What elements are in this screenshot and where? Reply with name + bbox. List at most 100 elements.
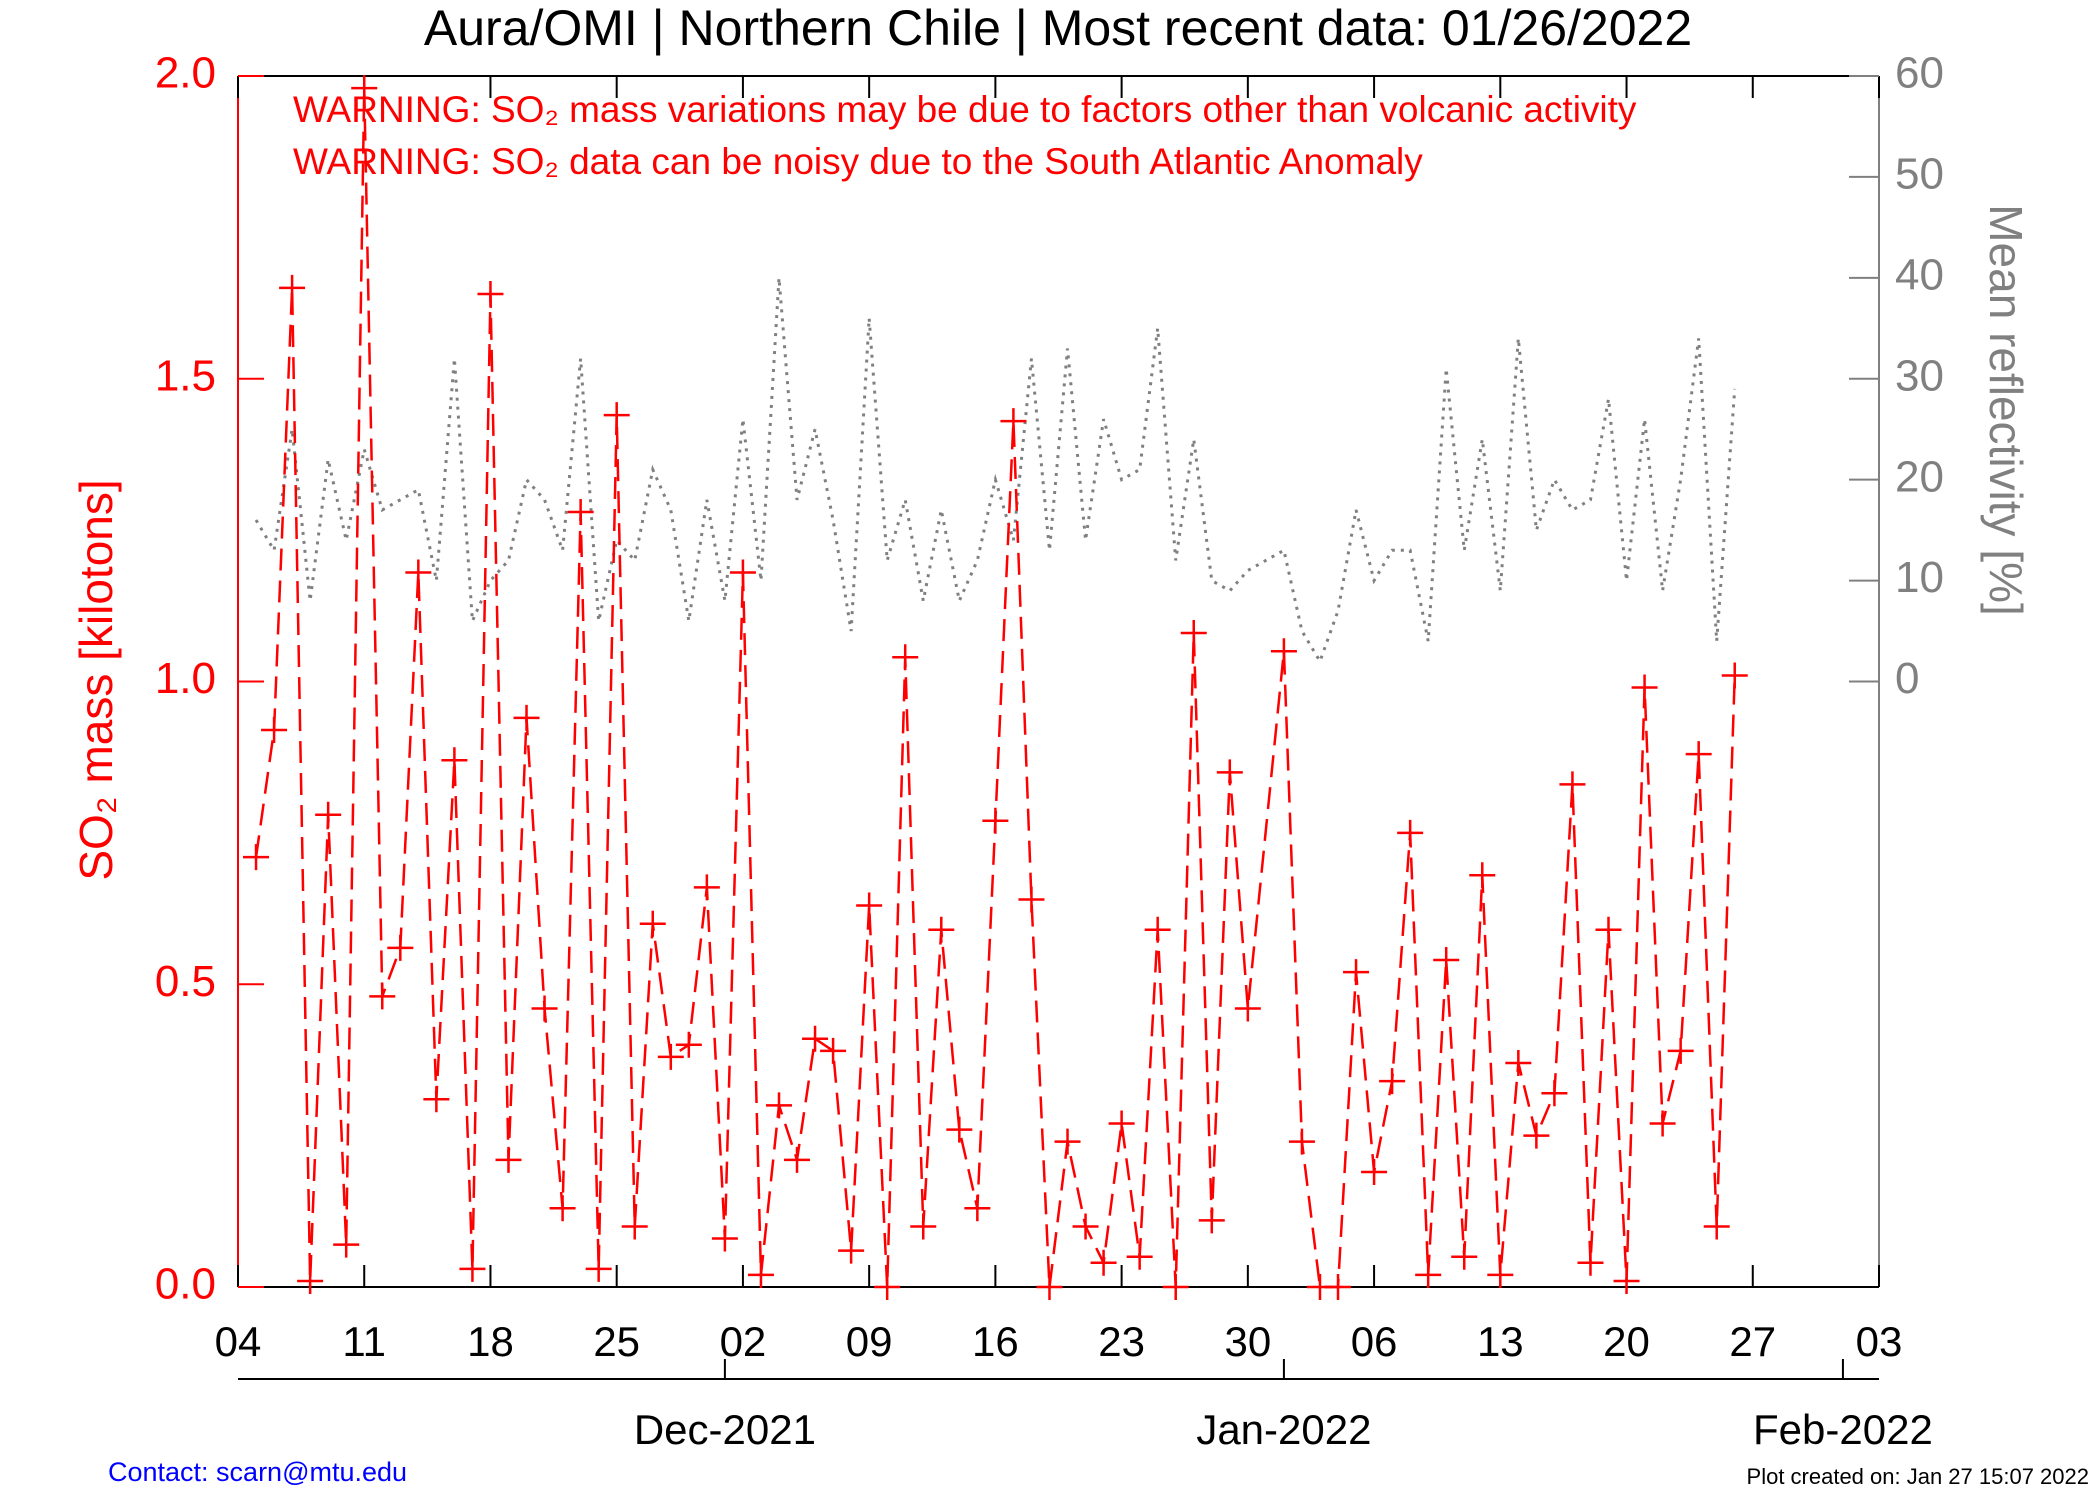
y-axis-label: SO₂ mass [kilotons] [70, 479, 122, 880]
so2-marker [1162, 1274, 1189, 1300]
x-tick-label: 13 [1477, 1318, 1524, 1365]
so2-marker [1433, 947, 1460, 974]
month-label: Jan-2022 [1196, 1406, 1371, 1453]
so2-marker [1505, 1049, 1532, 1076]
so2-marker [856, 892, 883, 919]
x-tick-label: 16 [972, 1318, 1019, 1365]
x-tick-label: 11 [342, 1318, 386, 1365]
so2-marker [1451, 1243, 1478, 1270]
so2-marker [1613, 1267, 1640, 1294]
so2-marker [693, 874, 720, 901]
so2-marker [747, 1261, 774, 1288]
y2-tick-label: 50 [1895, 150, 1944, 199]
so2-marker [1126, 1243, 1153, 1270]
y2-tick-label: 20 [1895, 452, 1944, 501]
so2-marker [387, 934, 414, 961]
x-tick-label: 02 [720, 1318, 767, 1365]
so2-marker [946, 1116, 973, 1143]
so2-marker [982, 807, 1009, 834]
so2-marker [1090, 1249, 1117, 1276]
so2-marker [621, 1213, 648, 1240]
so2-marker [585, 1255, 612, 1282]
x-tick-label: 23 [1098, 1318, 1145, 1365]
so2-marker [351, 75, 378, 102]
so2-marker [279, 274, 306, 301]
so2-marker [459, 1255, 486, 1282]
plot-created: Plot created on: Jan 27 15:07 2022 [1747, 1464, 2089, 1489]
so2-marker [477, 280, 504, 307]
so2-marker [1721, 662, 1748, 689]
so2-marker [784, 1146, 811, 1173]
x-tick-label: 06 [1351, 1318, 1398, 1365]
so2-marker [1649, 1110, 1676, 1137]
so2-marker [910, 1213, 937, 1240]
so2-marker [1685, 741, 1712, 768]
x-tick-label: 30 [1224, 1318, 1271, 1365]
month-label: Feb-2022 [1753, 1406, 1933, 1453]
warning: WARNING: SO₂ data can be noisy due to th… [293, 141, 1423, 182]
so2-marker [549, 1195, 576, 1222]
so2-marker [1198, 1207, 1225, 1234]
so2-marker [1559, 771, 1586, 798]
so2-marker [1595, 916, 1622, 943]
so2-marker [820, 1037, 847, 1064]
so2-marker [1325, 1274, 1352, 1300]
warning: WARNING: SO₂ mass variations may be due … [293, 89, 1637, 130]
so2-marker [1523, 1122, 1550, 1149]
so2-marker [838, 1237, 865, 1264]
y-tick-label: 1.0 [155, 654, 216, 703]
so2-marker [603, 402, 630, 429]
so2-marker [1379, 1068, 1406, 1095]
x-tick-label: 25 [593, 1318, 640, 1365]
y2-tick-label: 0 [1895, 654, 1919, 703]
so2-marker [1415, 1261, 1442, 1288]
reflectivity-line [254, 277, 1737, 665]
x-tick-label: 20 [1603, 1318, 1650, 1365]
so2-marker [1144, 916, 1171, 943]
so2-marker [1487, 1261, 1514, 1288]
so2-marker [567, 498, 594, 525]
so2-marker [1270, 638, 1297, 665]
so2-marker [315, 801, 342, 828]
so2-marker [1180, 620, 1207, 647]
x-tick-label: 04 [215, 1318, 262, 1365]
so2-marker [495, 1146, 522, 1173]
so2-marker [1072, 1213, 1099, 1240]
so2-marker [928, 916, 955, 943]
so2-marker [874, 1274, 901, 1300]
so2-marker [405, 559, 432, 586]
so2-marker [765, 1092, 792, 1119]
so2-marker [1018, 886, 1045, 913]
contact: Contact: scarn@mtu.edu [108, 1457, 407, 1487]
y2-axis-label: Mean reflectivity [%] [1980, 204, 2032, 616]
so2-marker [423, 1086, 450, 1113]
so2-marker [243, 844, 270, 871]
so2-marker [261, 716, 288, 743]
so2-marker [1577, 1249, 1604, 1276]
so2-marker [1703, 1213, 1730, 1240]
so2-marker [531, 995, 558, 1022]
month-label: Dec-2021 [634, 1406, 816, 1453]
x-tick-label: 27 [1729, 1318, 1776, 1365]
so2-marker [1667, 1037, 1694, 1064]
chart-title: Aura/OMI | Northern Chile | Most recent … [424, 0, 1692, 56]
y-tick-label: 1.5 [155, 351, 216, 400]
so2-marker [1361, 1158, 1388, 1185]
so2-marker [1469, 862, 1496, 889]
so2-line [254, 88, 1736, 1289]
so2-marker [441, 747, 468, 774]
y2-tick-label: 60 [1895, 49, 1944, 98]
so2-marker [1397, 819, 1424, 846]
so2-marker [1541, 1080, 1568, 1107]
so2-marker [675, 1031, 702, 1058]
so2-marker [1108, 1110, 1135, 1137]
so2-marker [657, 1043, 684, 1070]
so2-marker [892, 644, 919, 671]
so2-marker [513, 704, 540, 731]
so2-marker [964, 1195, 991, 1222]
y2-tick-label: 40 [1895, 250, 1944, 299]
so2-marker [1000, 408, 1027, 435]
y2-tick-label: 30 [1895, 351, 1944, 400]
so2-marker [711, 1225, 738, 1252]
